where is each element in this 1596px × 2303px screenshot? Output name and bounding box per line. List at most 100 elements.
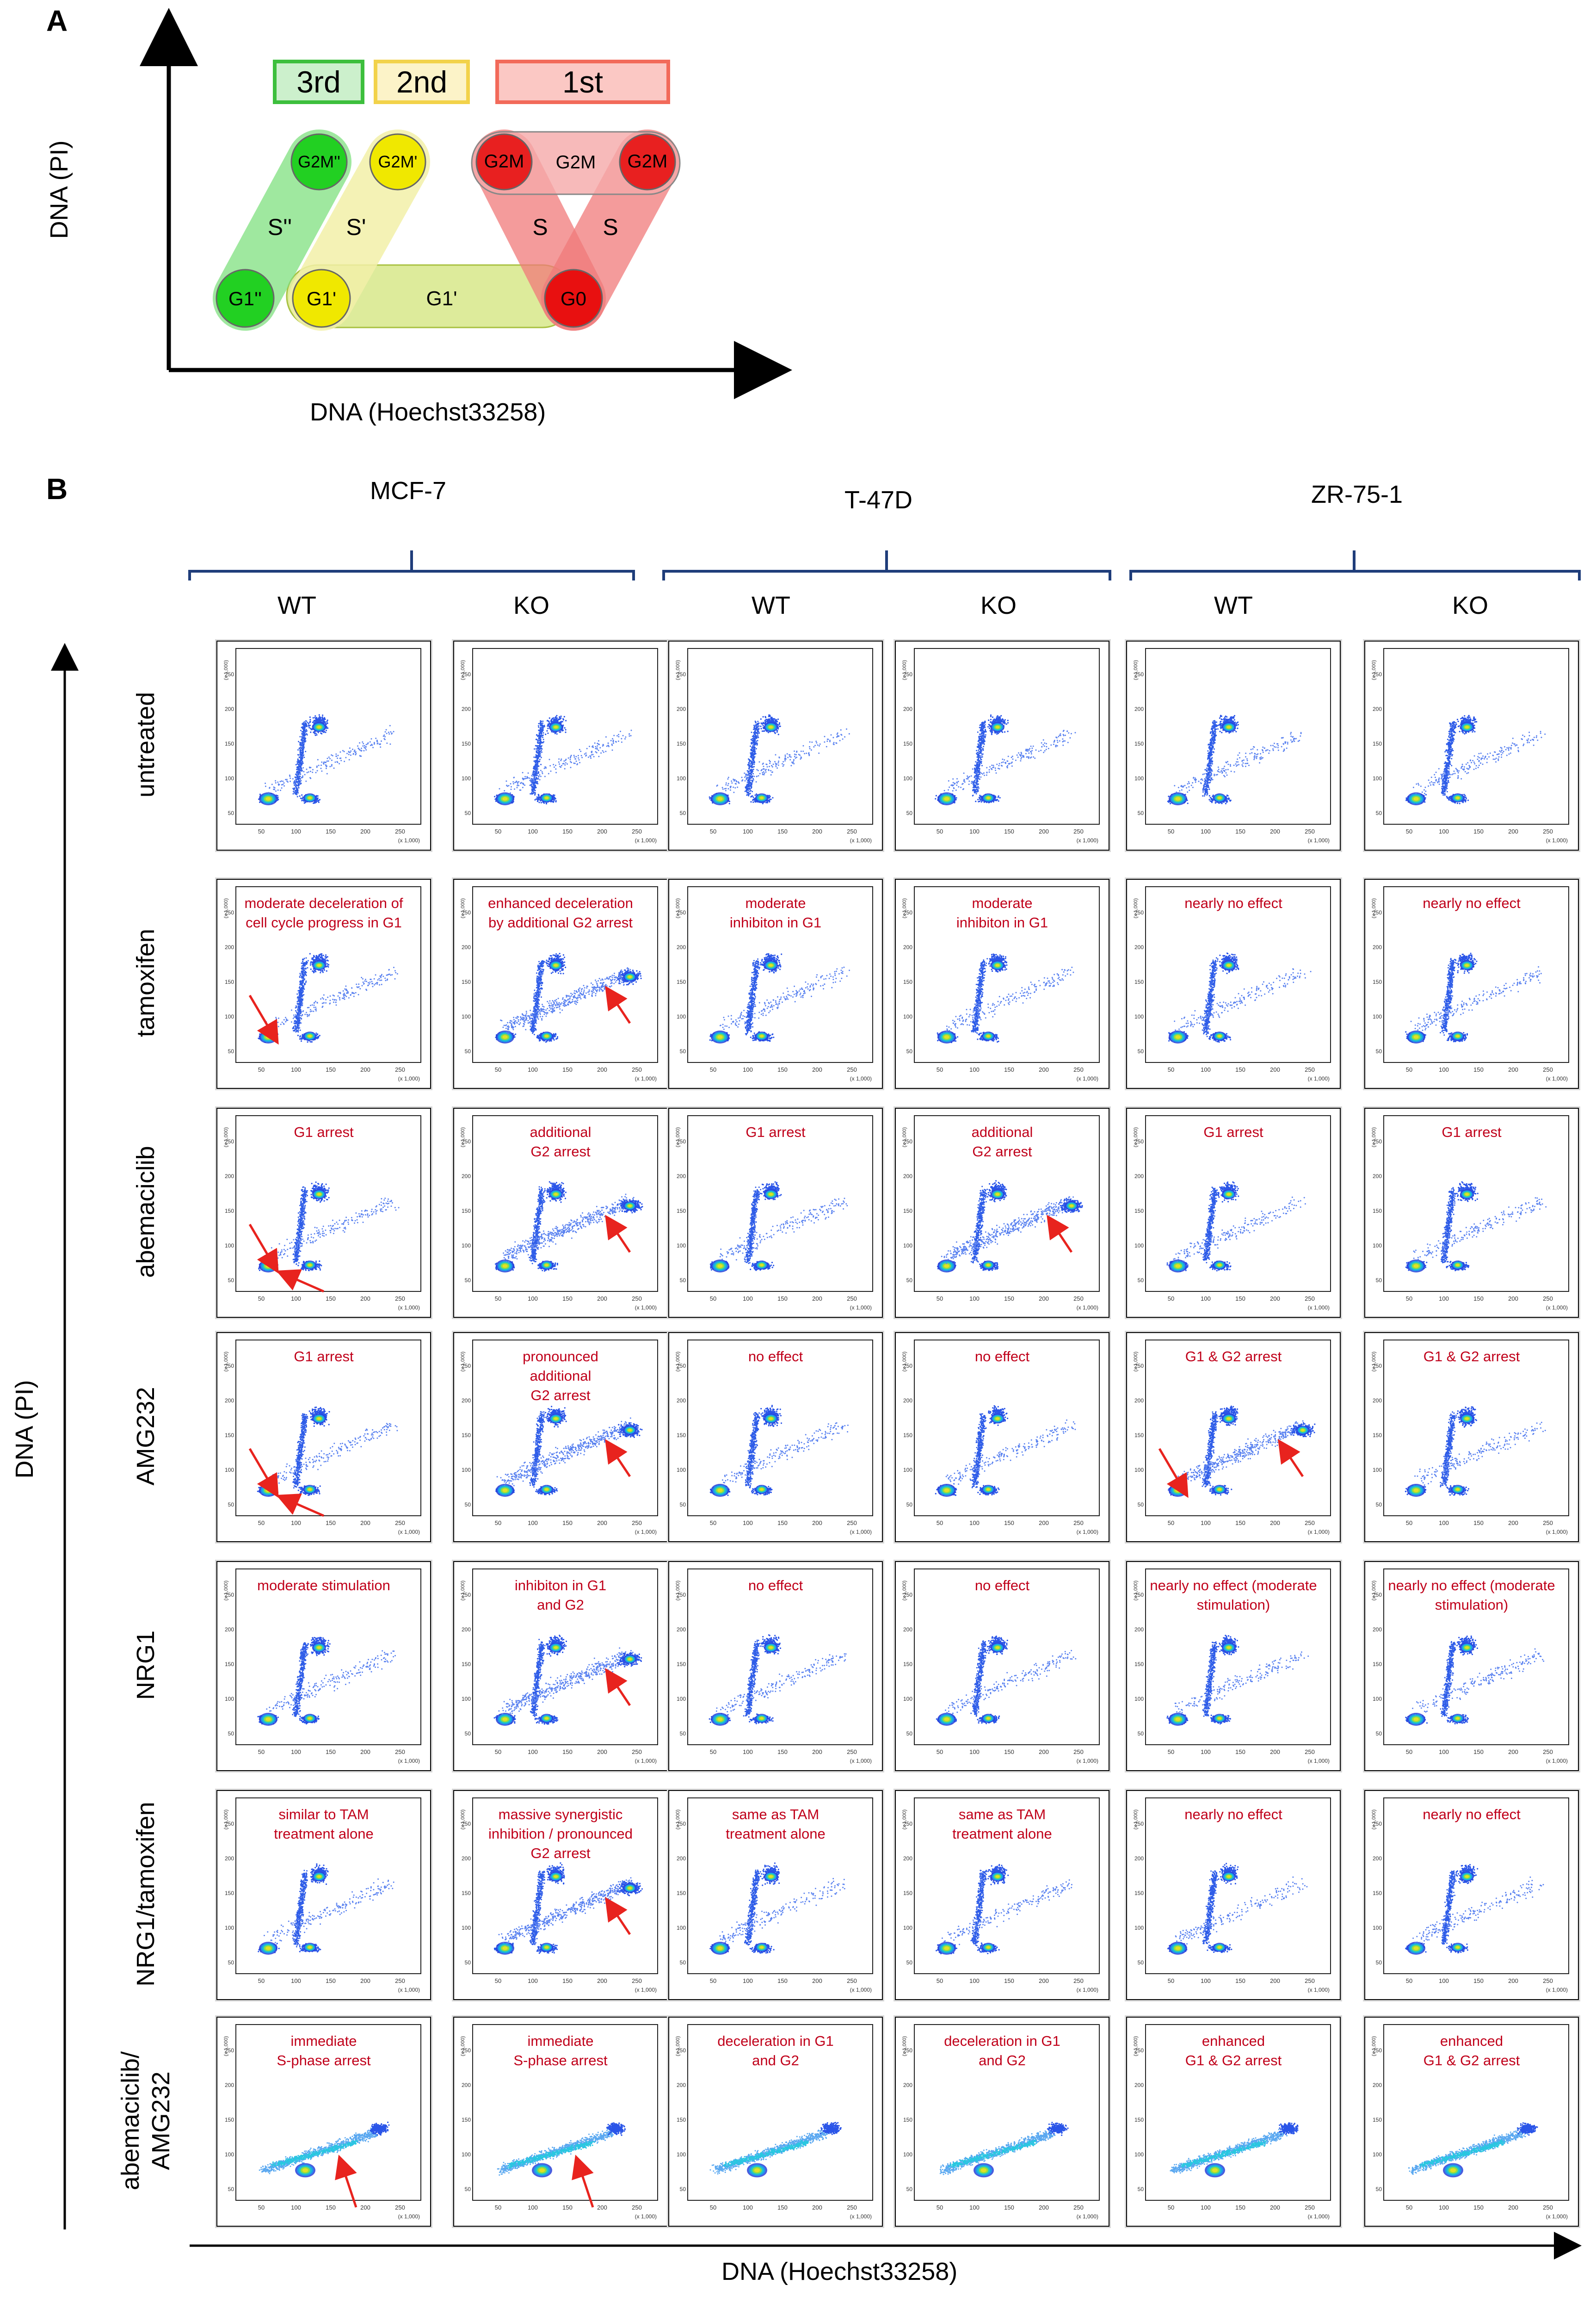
event-dot bbox=[537, 735, 539, 736]
event-dot bbox=[327, 720, 328, 721]
event-dot bbox=[751, 750, 752, 752]
event-dot bbox=[746, 778, 747, 779]
event-dot bbox=[770, 770, 771, 772]
event-dot bbox=[833, 743, 834, 745]
event-dot bbox=[595, 746, 596, 747]
event-dot bbox=[538, 723, 540, 724]
event-dot bbox=[359, 749, 361, 751]
event-dot bbox=[525, 778, 526, 779]
event-dot bbox=[533, 768, 535, 770]
event-dot bbox=[296, 780, 297, 782]
event-dot bbox=[754, 740, 755, 741]
event-dot bbox=[778, 765, 779, 766]
event-dot bbox=[321, 761, 322, 763]
event-dot bbox=[298, 741, 299, 742]
event-dot bbox=[537, 783, 538, 784]
event-dot bbox=[541, 757, 542, 758]
event-dot bbox=[751, 769, 752, 771]
event-dot bbox=[749, 767, 750, 769]
event-dot bbox=[301, 744, 302, 745]
event-dot bbox=[560, 760, 561, 761]
event-dot bbox=[535, 775, 536, 776]
event-dot bbox=[610, 740, 612, 741]
event-dot bbox=[355, 752, 356, 753]
event-dot bbox=[820, 743, 821, 745]
event-dot bbox=[771, 719, 772, 721]
event-dot bbox=[354, 750, 356, 751]
event-dot bbox=[534, 799, 536, 801]
event-dot bbox=[795, 757, 796, 759]
event-dot bbox=[317, 759, 319, 760]
event-dot bbox=[388, 732, 389, 733]
event-dot bbox=[275, 790, 277, 792]
event-dot bbox=[355, 754, 356, 755]
event-dot bbox=[371, 738, 372, 740]
event-dot bbox=[576, 760, 577, 762]
event-dot bbox=[316, 766, 318, 768]
treatment-label-5: NRG1/tamoxifen bbox=[130, 1774, 161, 2014]
event-dot bbox=[722, 787, 723, 788]
event-dot bbox=[752, 791, 753, 792]
event-dot bbox=[751, 756, 752, 757]
event-dot bbox=[758, 722, 760, 724]
event-dot bbox=[537, 768, 539, 770]
event-dot bbox=[779, 722, 780, 723]
event-dot bbox=[298, 780, 300, 781]
event-dot bbox=[750, 793, 751, 794]
event-dot bbox=[568, 757, 569, 759]
event-dot bbox=[292, 778, 294, 779]
event-dot bbox=[535, 771, 536, 772]
event-dot bbox=[616, 735, 618, 736]
event-dot bbox=[578, 757, 579, 759]
event-dot bbox=[603, 744, 604, 746]
event-dot bbox=[811, 741, 813, 743]
event-dot bbox=[535, 785, 536, 787]
event-dot bbox=[757, 721, 758, 722]
event-dot bbox=[368, 742, 369, 744]
event-dot bbox=[305, 781, 307, 782]
event-dot bbox=[541, 735, 542, 736]
event-dot bbox=[386, 729, 387, 730]
event-dot bbox=[755, 795, 756, 796]
event-dot bbox=[625, 736, 626, 738]
event-dot bbox=[747, 775, 749, 776]
event-dot bbox=[520, 783, 521, 784]
event-dot bbox=[337, 758, 338, 759]
event-dot bbox=[733, 778, 734, 780]
event-dot bbox=[755, 724, 757, 726]
event-dot bbox=[299, 768, 301, 769]
event-dot bbox=[752, 738, 753, 740]
event-dot bbox=[814, 745, 816, 746]
event-dot bbox=[730, 790, 731, 791]
event-dot bbox=[293, 783, 295, 784]
event-dot bbox=[770, 799, 772, 800]
event-dot bbox=[542, 721, 543, 722]
event-dot bbox=[534, 781, 536, 783]
event-dot bbox=[290, 778, 291, 779]
event-dot bbox=[513, 777, 515, 778]
event-dot bbox=[538, 725, 539, 727]
event-dot bbox=[540, 722, 541, 723]
y-unit-label: (x 1,000) bbox=[460, 660, 466, 680]
event-dot bbox=[364, 747, 365, 748]
event-dot bbox=[754, 745, 755, 746]
event-dot bbox=[299, 757, 300, 758]
event-dot bbox=[717, 784, 718, 786]
event-dot bbox=[529, 780, 530, 781]
event-dot bbox=[302, 767, 304, 769]
event-dot bbox=[753, 769, 754, 770]
event-dot bbox=[299, 766, 300, 768]
plot-r0-c0: 50 100 150 200 250 50 100 150 200 250 (x 1,000) (x … bbox=[216, 641, 431, 851]
event-dot bbox=[752, 799, 753, 801]
event-dot bbox=[764, 774, 765, 775]
event-dot bbox=[756, 742, 758, 744]
event-dot bbox=[542, 730, 544, 731]
event-dot bbox=[547, 733, 548, 734]
event-dot bbox=[269, 787, 271, 788]
event-dot bbox=[735, 783, 736, 784]
event-dot bbox=[524, 776, 526, 778]
y-tick-label: 200 bbox=[462, 706, 471, 712]
event-dot bbox=[778, 734, 779, 735]
event-dot bbox=[753, 756, 754, 758]
